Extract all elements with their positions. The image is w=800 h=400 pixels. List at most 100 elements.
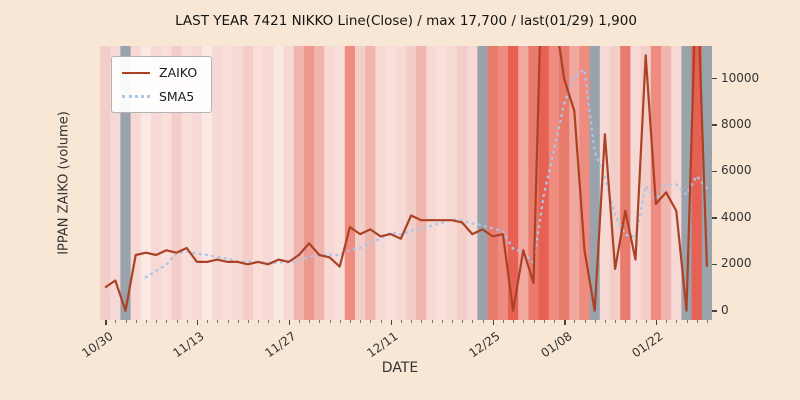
x-axis-label: DATE (381, 360, 419, 376)
day-band (436, 46, 448, 320)
y-tick-mark (712, 170, 717, 173)
x-minor-tick (125, 320, 127, 323)
day-band (467, 46, 478, 320)
x-minor-tick (207, 320, 209, 323)
x-tick-mark (564, 320, 566, 325)
zaiko-line (104, 46, 708, 312)
day-band (212, 46, 223, 320)
x-minor-tick (156, 320, 158, 323)
x-minor-tick (145, 320, 147, 323)
y-tick-mark (712, 124, 717, 126)
day-band (161, 46, 172, 320)
day-band (314, 46, 325, 320)
day-band (416, 46, 427, 320)
day-band (375, 46, 386, 320)
day-band (477, 46, 488, 320)
day-band (324, 46, 335, 320)
day-band (559, 46, 570, 320)
day-band (273, 46, 284, 320)
day-band (579, 46, 590, 320)
x-minor-tick (247, 320, 249, 323)
x-minor-tick (676, 320, 678, 323)
day-band (344, 46, 356, 320)
y-tick-label: 0 (721, 302, 729, 317)
chart-title: LAST YEAR 7421 NIKKO Line(Close) / max 1… (175, 13, 637, 29)
day-band (355, 46, 366, 320)
x-minor-tick (625, 320, 627, 323)
x-minor-tick (278, 320, 280, 323)
x-minor-tick (584, 320, 586, 323)
y-tick-label: 6000 (721, 163, 752, 178)
x-minor-tick (298, 320, 300, 323)
x-tick-mark (288, 320, 291, 325)
x-minor-tick (186, 320, 188, 323)
day-band (620, 46, 631, 320)
x-tick-mark (655, 320, 658, 325)
day-band (406, 46, 417, 320)
day-band (253, 46, 264, 320)
day-band (681, 46, 692, 320)
day-band (610, 46, 621, 320)
day-band (202, 46, 213, 320)
x-tick-mark (492, 320, 495, 325)
day-band (548, 46, 560, 320)
day-band (181, 46, 193, 320)
day-band (630, 46, 641, 320)
day-band (457, 46, 468, 320)
day-band (120, 46, 131, 320)
x-minor-tick (594, 320, 596, 323)
y-tick-mark (712, 217, 717, 219)
x-minor-tick (258, 320, 260, 323)
day-band (569, 46, 580, 320)
x-minor-tick (431, 320, 433, 323)
x-minor-tick (176, 320, 178, 323)
y-tick-label: 4000 (721, 209, 752, 224)
x-tick-label: 12/11 (364, 329, 401, 361)
sma5-line-sample (122, 95, 150, 98)
x-minor-tick (360, 320, 362, 323)
x-minor-tick (411, 320, 413, 323)
x-minor-tick (370, 320, 372, 323)
day-band (232, 46, 244, 320)
x-minor-tick (502, 320, 504, 323)
day-band (650, 46, 662, 320)
x-minor-tick (706, 320, 708, 323)
day-band (640, 46, 652, 320)
legend-entry-sma5: SMA5 (122, 89, 197, 104)
day-band (528, 46, 539, 320)
y-axis-label: IPPAN ZAIKO (volume) (56, 111, 72, 255)
x-minor-tick (166, 320, 168, 323)
day-band (263, 46, 274, 320)
x-minor-tick (482, 320, 484, 323)
x-minor-tick (543, 320, 545, 323)
x-tick-label: 12/25 (466, 329, 503, 361)
chart-canvas (100, 46, 713, 320)
x-tick-mark (196, 320, 199, 325)
x-minor-tick (533, 320, 535, 323)
day-band (497, 46, 509, 320)
x-minor-tick (400, 320, 402, 323)
x-tick-mark (390, 320, 393, 325)
day-band (334, 46, 346, 320)
day-band (395, 46, 407, 320)
x-minor-tick (635, 320, 637, 323)
day-band (589, 46, 601, 320)
x-tick-mark (105, 320, 107, 325)
x-minor-tick (319, 320, 321, 323)
day-band (100, 46, 111, 320)
x-minor-tick (309, 320, 311, 323)
x-minor-tick (227, 320, 229, 323)
x-minor-tick (462, 320, 464, 323)
x-minor-tick (615, 320, 617, 323)
x-tick-label: 01/08 (537, 329, 575, 361)
day-band (446, 46, 458, 320)
y-tick-label: 8000 (721, 116, 752, 131)
x-minor-tick (696, 320, 698, 323)
day-band (191, 46, 203, 320)
x-minor-tick (574, 320, 576, 323)
x-minor-tick (237, 320, 239, 323)
x-minor-tick (441, 320, 443, 323)
day-band (151, 46, 162, 320)
day-band (222, 46, 233, 320)
